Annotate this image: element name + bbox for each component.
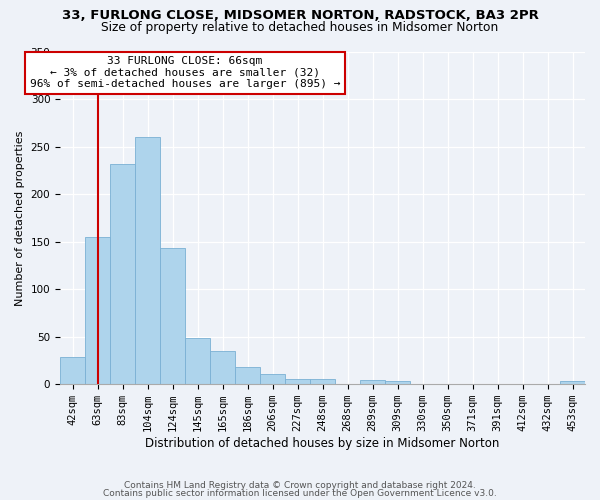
Bar (310, 380, 335, 384)
Text: Contains public sector information licensed under the Open Government Licence v3: Contains public sector information licen… (103, 490, 497, 498)
Bar (235, 367, 260, 384)
Text: Size of property relative to detached houses in Midsomer Norton: Size of property relative to detached ho… (101, 21, 499, 34)
X-axis label: Distribution of detached houses by size in Midsomer Norton: Distribution of detached houses by size … (145, 437, 500, 450)
Text: Contains HM Land Registry data © Crown copyright and database right 2024.: Contains HM Land Registry data © Crown c… (124, 481, 476, 490)
Y-axis label: Number of detached properties: Number of detached properties (15, 130, 25, 306)
Bar (210, 351, 235, 384)
Text: 33, FURLONG CLOSE, MIDSOMER NORTON, RADSTOCK, BA3 2PR: 33, FURLONG CLOSE, MIDSOMER NORTON, RADS… (62, 9, 538, 22)
Bar (60, 356, 85, 384)
Text: 33 FURLONG CLOSE: 66sqm
← 3% of detached houses are smaller (32)
96% of semi-det: 33 FURLONG CLOSE: 66sqm ← 3% of detached… (30, 56, 340, 90)
Bar (260, 374, 285, 384)
Bar (110, 164, 135, 384)
Bar (160, 248, 185, 384)
Bar (85, 237, 110, 384)
Bar (385, 382, 410, 384)
Bar (185, 338, 210, 384)
Bar (360, 380, 385, 384)
Bar (560, 382, 585, 384)
Bar (285, 380, 310, 384)
Bar (135, 137, 160, 384)
